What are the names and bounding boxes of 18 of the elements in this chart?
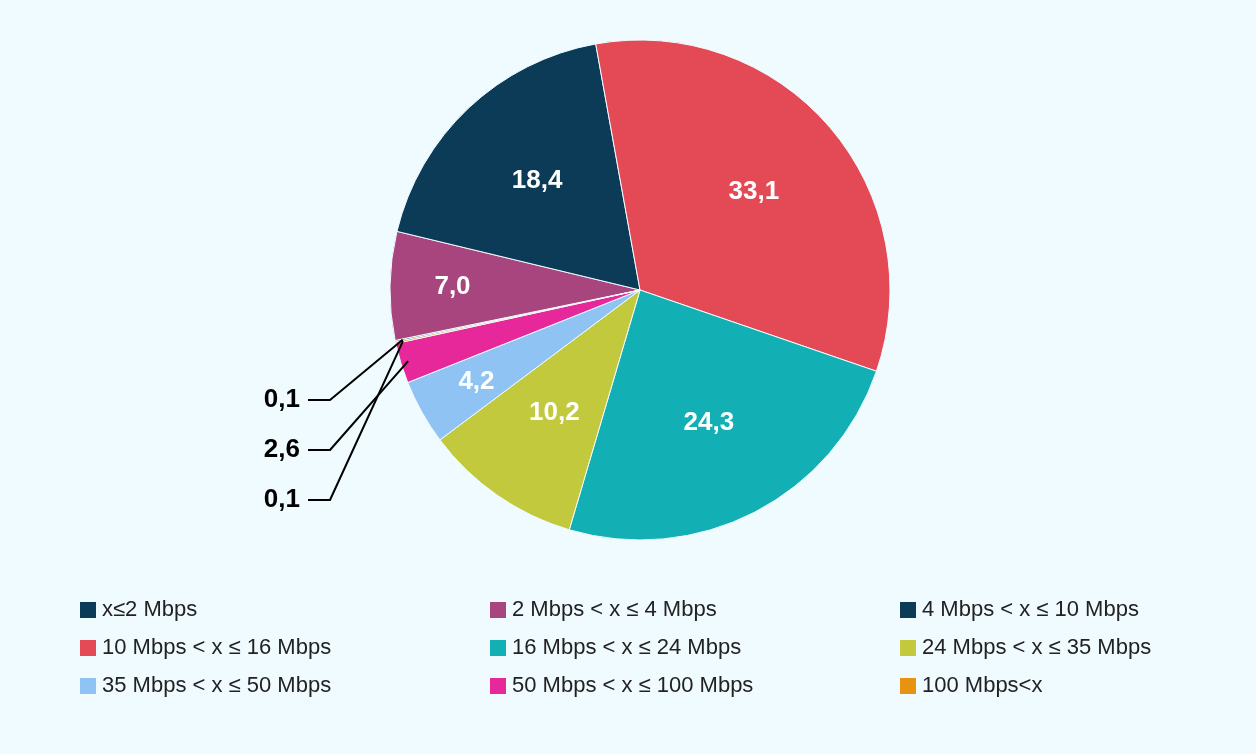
legend-label: 50 Mbps < x ≤ 100 Mbps: [512, 671, 754, 697]
legend-label: 4 Mbps < x ≤ 10 Mbps: [922, 595, 1139, 621]
legend-label: 16 Mbps < x ≤ 24 Mbps: [512, 633, 742, 659]
data-label: 7,0: [434, 269, 471, 300]
data-label: 4,2: [458, 364, 495, 395]
data-label: 0,1: [263, 482, 300, 513]
data-label: 0,1: [263, 382, 300, 413]
legend-label: 35 Mbps < x ≤ 50 Mbps: [102, 671, 332, 697]
legend-label: x≤2 Mbps: [102, 595, 198, 621]
legend-label: 24 Mbps < x ≤ 35 Mbps: [922, 633, 1152, 659]
legend-label: 10 Mbps < x ≤ 16 Mbps: [102, 633, 332, 659]
legend-label: 100 Mbps<x: [922, 671, 1043, 697]
data-label: 18,4: [511, 163, 563, 194]
data-label: 10,2: [529, 396, 580, 427]
data-label: 2,6: [263, 432, 300, 463]
data-label: 33,1: [728, 175, 780, 206]
data-label: 24,3: [683, 406, 735, 437]
legend-label: 2 Mbps < x ≤ 4 Mbps: [512, 595, 717, 621]
